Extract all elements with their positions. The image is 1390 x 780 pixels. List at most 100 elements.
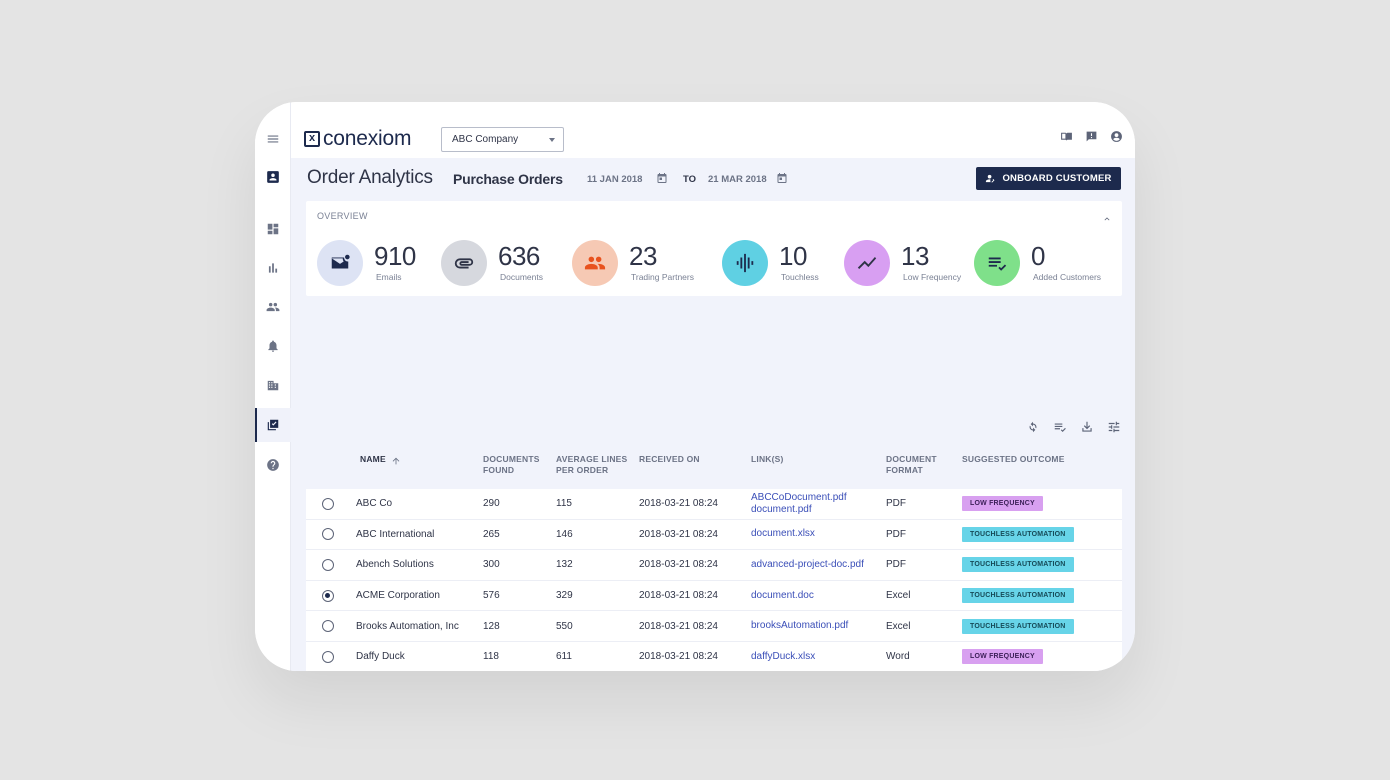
bar-chart-icon[interactable] <box>255 255 291 281</box>
cell-document-format: Excel <box>886 590 911 602</box>
cell-average-lines: 329 <box>556 590 573 602</box>
cell-average-lines: 146 <box>556 528 573 540</box>
row-radio-button[interactable] <box>322 497 334 510</box>
column-suggested-outcome[interactable]: SUGGESTED OUTCOME <box>962 454 1065 464</box>
book-icon[interactable] <box>1060 130 1073 148</box>
dashboard-icon[interactable] <box>255 216 291 242</box>
sidebar <box>255 102 291 671</box>
paperclip-icon <box>441 240 487 286</box>
row-radio-button[interactable] <box>322 589 334 602</box>
company-select-value: ABC Company <box>452 134 519 145</box>
date-to[interactable]: 21 MAR 2018 <box>708 174 767 185</box>
sort-ascending-icon[interactable] <box>391 453 401 465</box>
chevron-up-icon[interactable] <box>1102 211 1112 221</box>
column-documents-found[interactable]: DOCUMENTS FOUND <box>483 454 540 475</box>
cell-document-format: Word <box>886 651 910 663</box>
stat-label: Trading Partners <box>631 272 694 282</box>
settings-sliders-icon[interactable] <box>1107 420 1121 439</box>
download-icon[interactable] <box>1080 420 1094 439</box>
document-link[interactable]: document.xlsx <box>751 528 815 540</box>
table-row[interactable]: Brooks Automation, Inc 128 550 2018-03-2… <box>306 611 1122 642</box>
cell-documents-found: 290 <box>483 498 500 510</box>
cell-average-lines: 115 <box>556 498 572 510</box>
cell-received-on: 2018-03-21 08:24 <box>639 620 718 632</box>
table-row[interactable]: Abench Solutions 300 132 2018-03-21 08:2… <box>306 550 1122 581</box>
feedback-icon[interactable] <box>1085 130 1098 148</box>
page-title: Order Analytics <box>307 167 433 188</box>
cell-received-on: 2018-03-21 08:24 <box>639 498 718 510</box>
refresh-icon[interactable] <box>1026 420 1040 439</box>
add-person-icon <box>986 174 995 183</box>
row-radio-button[interactable] <box>322 528 334 541</box>
company-select[interactable]: ABC Company <box>441 127 564 152</box>
date-from[interactable]: 11 JAN 2018 <box>587 174 643 185</box>
cell-document-format: PDF <box>886 528 906 540</box>
column-average-lines[interactable]: AVERAGE LINES PER ORDER <box>556 454 627 475</box>
row-radio-button[interactable] <box>322 650 334 663</box>
logo-mark: x <box>304 130 320 147</box>
column-average-lines-line2: PER ORDER <box>556 464 609 475</box>
row-radio-button[interactable] <box>322 558 334 571</box>
overview-panel: OVERVIEW 910 Emails 636 Documents <box>306 201 1122 296</box>
cell-name: ACME Corporation <box>356 590 440 602</box>
chevron-down-icon <box>549 138 555 142</box>
cell-average-lines: 611 <box>556 651 572 663</box>
people-icon[interactable] <box>255 294 291 320</box>
table-row[interactable]: ABC Co 290 115 2018-03-21 08:24 ABCCoDoc… <box>306 489 1122 520</box>
stat-label: Touchless <box>781 272 819 282</box>
cell-average-lines: 550 <box>556 620 573 632</box>
cell-documents-found: 118 <box>483 651 499 663</box>
column-links[interactable]: LINK(S) <box>751 454 784 464</box>
help-icon[interactable] <box>255 452 291 478</box>
document-link[interactable]: daffyDuck.xlsx <box>751 650 816 662</box>
column-received-on[interactable]: RECEIVED ON <box>639 454 700 464</box>
table-row[interactable]: ABC International 265 146 2018-03-21 08:… <box>306 520 1122 551</box>
outcome-badge: LOW FREQUENCY <box>962 496 1043 512</box>
outcome-badge: TOUCHLESS AUTOMATION <box>962 557 1074 573</box>
calendar-icon[interactable] <box>776 171 788 183</box>
document-link[interactable]: document.pdf <box>751 503 812 515</box>
cell-received-on: 2018-03-21 08:24 <box>639 528 718 540</box>
cell-links: ABCCoDocument.pdf document.pdf <box>751 489 847 519</box>
document-link[interactable]: ABCCoDocument.pdf <box>751 491 847 503</box>
conexiom-logo[interactable]: x conexiom <box>304 128 411 149</box>
cell-suggested-outcome: TOUCHLESS AUTOMATION <box>962 520 1074 550</box>
column-name[interactable]: NAME <box>360 454 386 464</box>
column-documents-found-line1: DOCUMENTS <box>483 454 540 464</box>
table-row[interactable]: Daffy Duck 118 611 2018-03-21 08:24 daff… <box>306 642 1122 671</box>
mail-icon <box>317 240 363 286</box>
account-icon[interactable] <box>1110 130 1123 148</box>
document-link[interactable]: document.doc <box>751 589 814 601</box>
table-row[interactable]: ACME Corporation 576 329 2018-03-21 08:2… <box>306 581 1122 612</box>
contact-card-icon[interactable] <box>255 164 291 190</box>
outcome-badge: TOUCHLESS AUTOMATION <box>962 618 1074 634</box>
stat-value: 0 <box>1031 241 1045 271</box>
stat-label: Emails <box>376 272 402 282</box>
menu-icon[interactable] <box>255 126 291 152</box>
overview-label: OVERVIEW <box>317 211 368 221</box>
trend-icon <box>844 240 890 286</box>
cell-name: Abench Solutions <box>356 559 434 571</box>
cell-name: Brooks Automation, Inc <box>356 620 459 632</box>
document-link[interactable]: advanced-project-doc.pdf <box>751 558 864 570</box>
group-icon <box>572 240 618 286</box>
cell-links: document.doc <box>751 581 814 611</box>
column-document-format[interactable]: DOCUMENT FORMAT <box>886 454 937 475</box>
cell-document-format: Excel <box>886 620 911 632</box>
outcome-badge: TOUCHLESS AUTOMATION <box>962 526 1074 542</box>
top-bar: x conexiom ABC Company <box>291 102 1135 158</box>
filter-list-icon[interactable] <box>1053 420 1067 439</box>
building-icon[interactable] <box>255 372 291 398</box>
document-link[interactable]: brooksAutomation.pdf <box>751 620 849 632</box>
cell-links: advanced-project-doc.pdf <box>751 550 864 580</box>
bell-icon[interactable] <box>255 333 291 359</box>
row-radio-button[interactable] <box>322 620 334 633</box>
calendar-icon[interactable] <box>656 171 668 183</box>
column-documents-found-line2: FOUND <box>483 464 515 475</box>
cell-links: document.xlsx <box>751 520 815 550</box>
cell-suggested-outcome: TOUCHLESS AUTOMATION <box>962 550 1074 580</box>
app-frame: x conexiom ABC Company Order Analytics P… <box>255 102 1135 671</box>
cell-documents-found: 128 <box>483 620 500 632</box>
onboard-customer-button[interactable]: ONBOARD CUSTOMER <box>976 167 1121 190</box>
order-analytics-icon[interactable] <box>255 408 291 442</box>
